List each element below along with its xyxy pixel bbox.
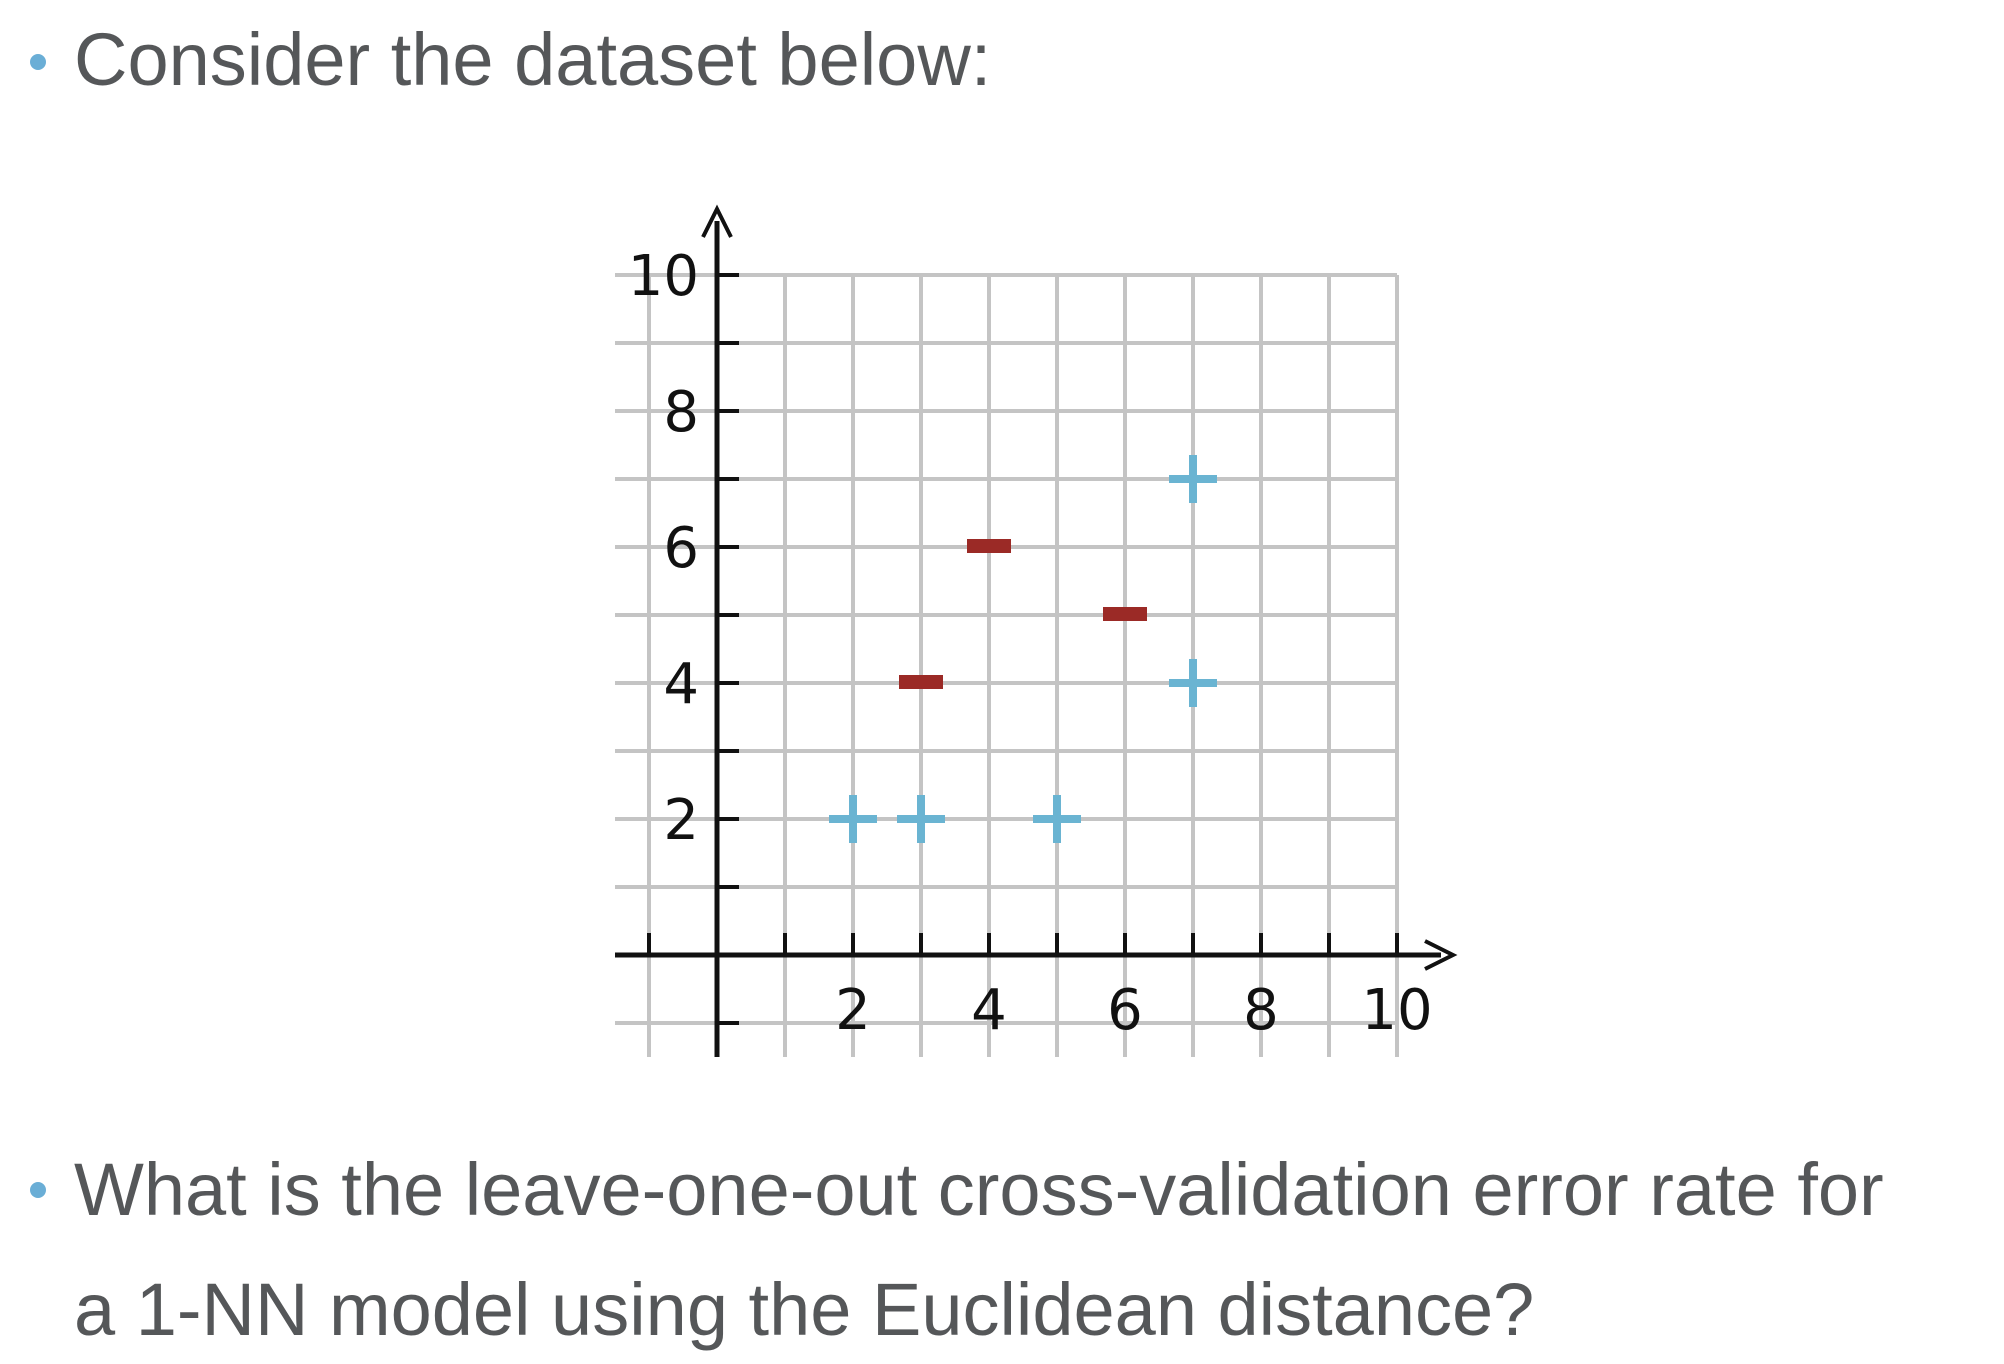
y-tick-label: 10 bbox=[628, 244, 699, 309]
plus-point bbox=[1033, 795, 1081, 843]
x-tick-label: 4 bbox=[971, 978, 1007, 1043]
bullet-text-1: Consider the dataset below: bbox=[74, 18, 992, 101]
bullet-icon bbox=[30, 1182, 46, 1198]
minus-point bbox=[899, 675, 943, 689]
x-axis-arrow-icon bbox=[1424, 939, 1458, 971]
minus-point bbox=[967, 539, 1011, 553]
bullet-item-2: What is the leave-one-out cross-validati… bbox=[30, 1130, 1884, 1364]
y-axis-arrow-icon bbox=[701, 204, 733, 238]
plus-point bbox=[1169, 659, 1217, 707]
bullet-text-2-line-2: a 1-NN model using the Euclidean distanc… bbox=[74, 1268, 1535, 1351]
y-tick-label: 2 bbox=[663, 788, 699, 853]
x-tick-label: 6 bbox=[1107, 978, 1143, 1043]
x-tick-label: 10 bbox=[1361, 978, 1432, 1043]
y-tick-label: 6 bbox=[663, 516, 699, 581]
bullet-item-1: Consider the dataset below: bbox=[30, 0, 991, 120]
y-tick-label: 4 bbox=[663, 652, 699, 717]
bullet-icon bbox=[30, 54, 46, 70]
x-tick-label: 2 bbox=[835, 978, 871, 1043]
plus-point bbox=[897, 795, 945, 843]
y-tick-label: 8 bbox=[663, 380, 699, 445]
bullet-text-2: What is the leave-one-out cross-validati… bbox=[74, 1130, 1884, 1364]
plus-point bbox=[1169, 455, 1217, 503]
x-tick-label: 8 bbox=[1243, 978, 1279, 1043]
plus-point bbox=[829, 795, 877, 843]
bullet-text-2-line-1: What is the leave-one-out cross-validati… bbox=[74, 1148, 1884, 1231]
minus-point bbox=[1103, 607, 1147, 621]
